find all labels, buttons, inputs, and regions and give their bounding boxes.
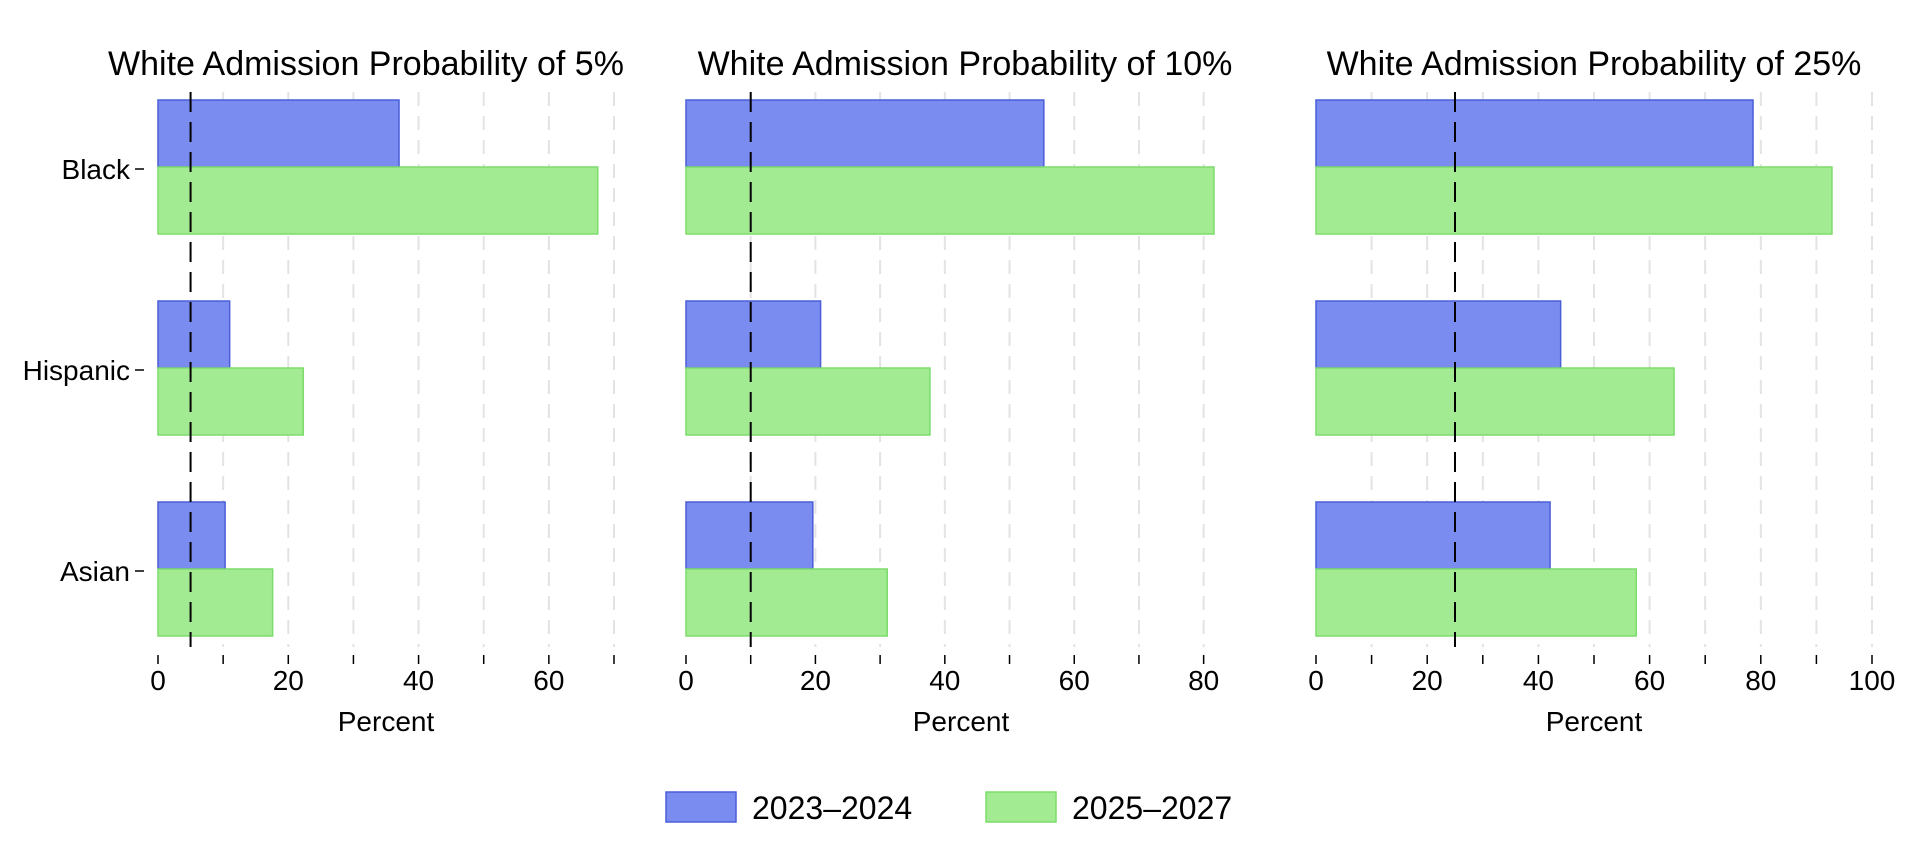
x-tick-label: 20 <box>1412 665 1443 696</box>
x-axis-label: Percent <box>913 706 1010 737</box>
x-tick-label: 20 <box>800 665 831 696</box>
y-tick-label: Black <box>62 154 131 185</box>
bar-black-series-1 <box>157 99 400 168</box>
x-tick-label: 60 <box>1634 665 1665 696</box>
bar-hispanic-series-1 <box>685 300 822 369</box>
bar-hispanic-series-1 <box>1315 300 1562 369</box>
chart-title: White Admission Probability of 5% <box>108 45 624 83</box>
bar-asian-series-1 <box>1315 501 1551 570</box>
bar-asian-series-1 <box>685 501 814 570</box>
legend-label-2: 2025–2027 <box>1072 790 1232 826</box>
x-tick-label: 40 <box>929 665 960 696</box>
bar-black-series-1 <box>1315 99 1754 168</box>
y-tick-label: Asian <box>60 556 130 587</box>
legend-label-1: 2023–2024 <box>752 790 912 826</box>
x-tick-label: 40 <box>1523 665 1554 696</box>
x-tick-label: 60 <box>1059 665 1090 696</box>
chart-title: White Admission Probability of 25% <box>1327 45 1862 83</box>
y-tick-label: Hispanic <box>23 355 130 386</box>
chart-panel-2: 0 20 40 60 80 Percent White Admission Probabil… <box>678 45 1232 737</box>
chart-panel-3: 0 20 40 60 80 100 Percent White Admission Proba… <box>1308 45 1895 737</box>
x-tick-label: 80 <box>1745 665 1776 696</box>
bar-hispanic-series-2 <box>157 367 305 436</box>
x-tick-label: 100 <box>1849 665 1896 696</box>
bar-black-series-2 <box>685 166 1215 235</box>
bar-hispanic-series-2 <box>685 367 931 436</box>
chart-title: White Admission Probability of 10% <box>698 45 1233 83</box>
x-axis-label: Percent <box>1546 706 1643 737</box>
x-tick-label: 0 <box>150 665 166 696</box>
bar-asian-series-2 <box>1315 568 1638 637</box>
x-tick-label: 80 <box>1188 665 1219 696</box>
x-tick-label: 20 <box>273 665 304 696</box>
x-tick-label: 40 <box>403 665 434 696</box>
legend: 2023–2024 2025–2027 <box>665 790 1232 826</box>
bar-hispanic-series-2 <box>1315 367 1675 436</box>
x-tick-label: 60 <box>533 665 564 696</box>
legend-swatch-2 <box>985 791 1057 823</box>
x-tick-label: 0 <box>678 665 694 696</box>
x-tick-label: 0 <box>1308 665 1324 696</box>
bar-black-series-2 <box>1315 166 1833 235</box>
chart-panel-1: 0 20 40 60 Percent White Admission Probabilit… <box>108 45 624 737</box>
x-axis-label: Percent <box>338 706 435 737</box>
bar-asian-series-2 <box>157 568 274 637</box>
legend-swatch-1 <box>665 791 737 823</box>
bar-asian-series-2 <box>685 568 888 637</box>
bar-black-series-1 <box>685 99 1045 168</box>
bar-hispanic-series-1 <box>157 300 231 369</box>
bar-black-series-2 <box>157 166 599 235</box>
